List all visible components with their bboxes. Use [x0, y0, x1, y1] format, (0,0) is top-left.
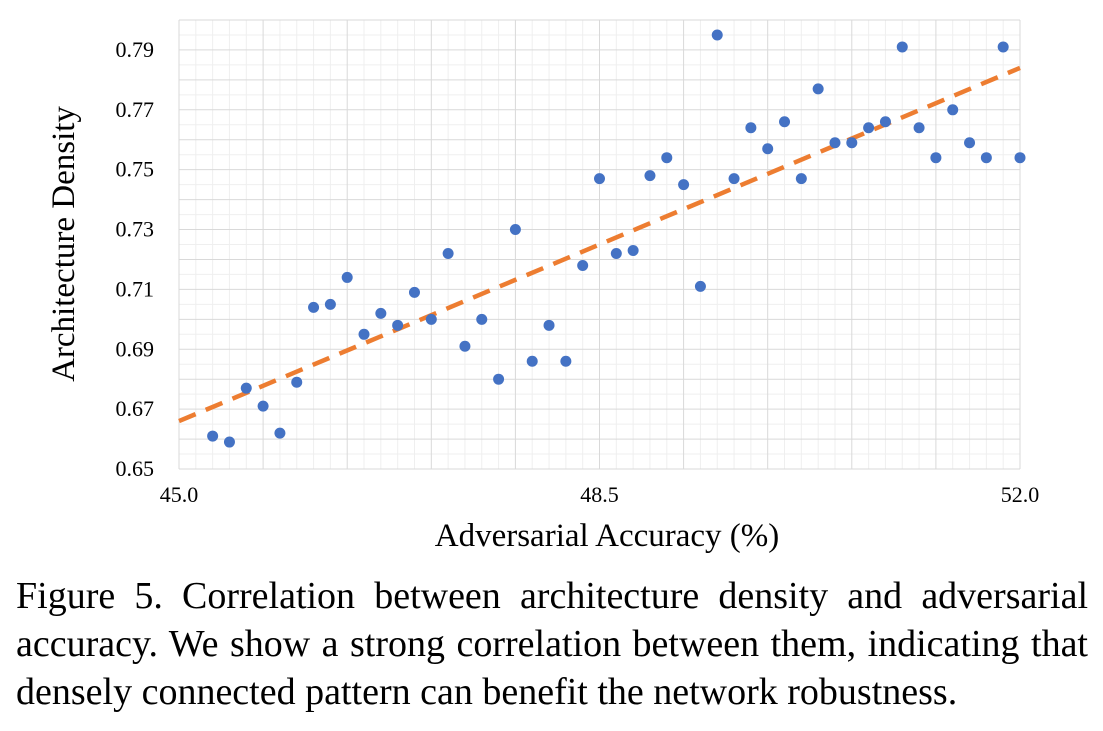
data-point	[728, 173, 740, 185]
data-point	[594, 173, 605, 185]
data-point	[1014, 152, 1026, 164]
data-point	[678, 179, 690, 191]
data-point	[795, 173, 807, 185]
y-tick-label: 0.65	[116, 456, 155, 481]
data-point	[896, 41, 908, 53]
data-point	[240, 382, 252, 394]
data-point	[207, 430, 219, 442]
data-point	[375, 307, 387, 319]
data-point	[812, 83, 824, 95]
data-points	[207, 29, 1026, 448]
trendline-layer	[178, 65, 1021, 424]
data-point	[274, 427, 286, 439]
data-point	[661, 152, 673, 164]
data-point	[980, 152, 992, 164]
y-tick-label: 0.79	[116, 37, 155, 62]
data-point	[711, 29, 723, 41]
y-tick-label: 0.73	[116, 217, 155, 242]
major-gridlines	[178, 19, 1021, 470]
data-point	[526, 355, 538, 367]
data-point	[829, 137, 841, 149]
data-point	[476, 313, 488, 325]
data-point	[543, 319, 555, 331]
data-point	[223, 436, 235, 448]
data-point	[745, 122, 757, 134]
data-point	[341, 271, 353, 283]
data-point	[627, 244, 639, 256]
data-point	[762, 143, 774, 155]
y-tick-label: 0.67	[116, 396, 155, 421]
data-point	[577, 259, 589, 271]
data-point	[879, 116, 891, 128]
data-point	[408, 286, 420, 298]
y-tick-label: 0.75	[116, 157, 155, 182]
data-point	[392, 319, 404, 331]
data-point	[291, 376, 303, 388]
x-tick-label: 45.0	[160, 482, 199, 507]
data-point	[846, 137, 858, 149]
data-point	[493, 373, 505, 385]
data-point	[324, 298, 336, 310]
data-point	[644, 170, 656, 182]
y-tick-label: 0.71	[116, 276, 155, 301]
data-point	[459, 340, 471, 352]
data-point	[425, 313, 437, 325]
data-point	[560, 355, 572, 367]
x-axis-title: Adversarial Accuracy (%)	[435, 518, 780, 554]
data-point	[610, 247, 622, 259]
x-tick-label: 48.5	[580, 482, 619, 507]
data-point	[964, 137, 976, 149]
data-point	[442, 247, 454, 259]
data-point	[997, 41, 1009, 53]
x-tick-labels: 45.0 48.5 52.0	[160, 482, 1040, 507]
data-point	[947, 104, 959, 116]
data-point	[308, 301, 320, 313]
data-point	[863, 122, 875, 134]
figure-caption: Figure 5. Correlation between architectu…	[16, 575, 1088, 713]
y-axis-title: Architecture Density	[46, 106, 82, 382]
data-point	[509, 224, 521, 236]
y-tick-labels: 0.65 0.67 0.69 0.71 0.73 0.75 0.77 0.79	[116, 37, 155, 481]
x-tick-label: 52.0	[1001, 482, 1040, 507]
y-tick-label: 0.69	[116, 336, 155, 361]
data-point	[257, 400, 269, 412]
data-point	[358, 328, 370, 340]
trendline	[178, 65, 1021, 424]
data-point	[779, 116, 791, 128]
y-tick-label: 0.77	[116, 97, 155, 122]
data-point	[913, 122, 925, 134]
data-point	[694, 280, 706, 292]
scatter-chart: 0.65 0.67 0.69 0.71 0.73 0.75 0.77 0.79 45.0 48.…	[46, 19, 1040, 554]
data-point	[930, 152, 942, 164]
